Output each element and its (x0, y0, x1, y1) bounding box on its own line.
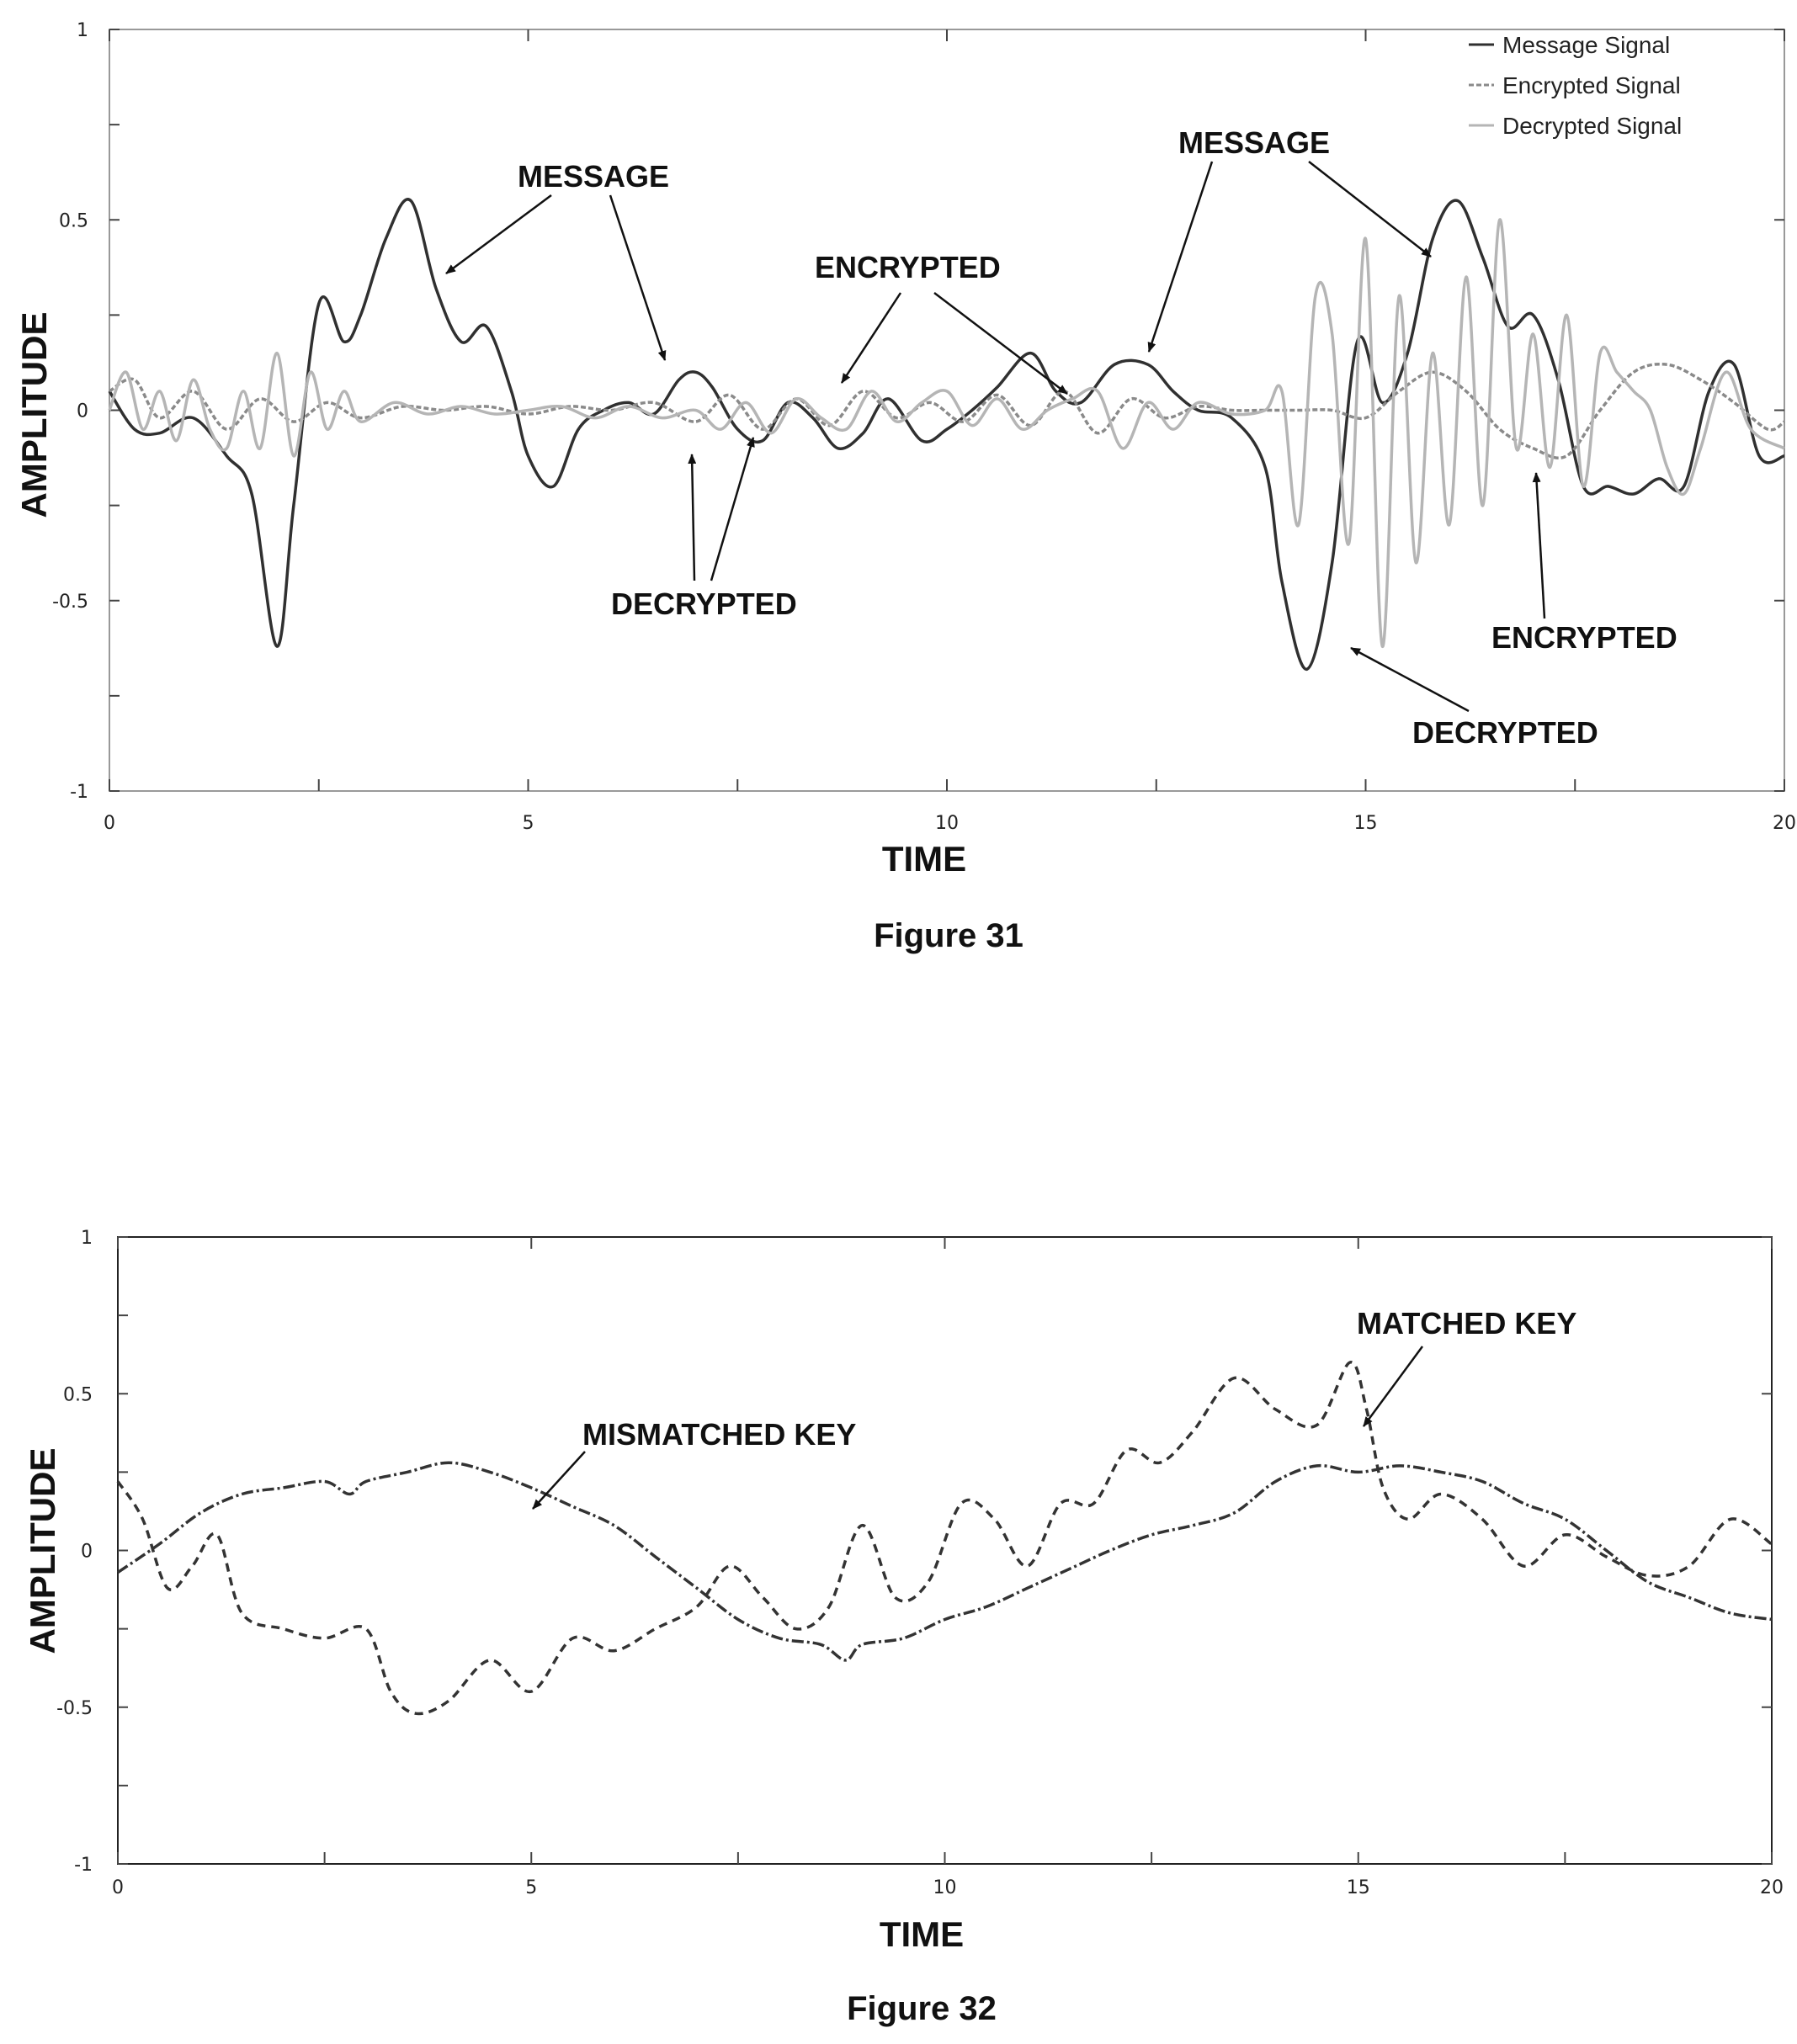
fig31-y-tick-label-2: 0 (77, 401, 88, 422)
fig31-y-tick-label-0: -1 (70, 782, 88, 803)
figure-32-annotations: MISMATCHED KEY MATCHED KEY (532, 1306, 1576, 1510)
fig32-series-line-1 (116, 1361, 1773, 1716)
annotation-message-right: MESSAGE (1178, 125, 1330, 160)
figure-32-y-axis-title: AMPLITUDE (23, 1448, 62, 1654)
figure-31-legend: Message Signal Encrypted Signal Decrypte… (1469, 32, 1682, 139)
fig31-y-tick-label-1: -0.5 (52, 592, 88, 613)
annotation-decrypted-right: DECRYPTED (1412, 715, 1598, 750)
legend-label-decrypted-signal: Decrypted Signal (1502, 113, 1682, 139)
annotation-mismatched-key: MISMATCHED KEY (582, 1417, 856, 1452)
arrow-encrypted-center-2 (933, 292, 1068, 395)
annotation-matched-key: MATCHED KEY (1357, 1306, 1576, 1341)
arrow-matched-key (1362, 1346, 1424, 1427)
arrow-decrypted-center-2 (710, 437, 755, 581)
arrow-decrypted-center-1 (688, 454, 697, 581)
fig31-x-tick-label-3: 15 (1354, 813, 1378, 834)
fig31-y-tick-label-3: 0.5 (59, 210, 88, 231)
arrow-encrypted-right (1532, 472, 1546, 619)
annotation-encrypted-right: ENCRYPTED (1491, 620, 1677, 655)
figure-31-x-axis-title: TIME (882, 839, 966, 879)
annotation-message-left: MESSAGE (518, 159, 669, 194)
fig31-y-tick-label-4: 1 (77, 20, 88, 41)
fig31-x-tick-label-1: 5 (523, 813, 534, 834)
fig31-series-line-2 (108, 218, 1785, 648)
fig32-x-tick-label-3: 15 (1347, 1877, 1370, 1898)
arrow-encrypted-center-1 (840, 292, 902, 384)
arrow-message-left-1 (445, 194, 552, 275)
figure-32-ticks: 0 5 10 15 20 -1 -0.5 0 0.5 1 (56, 1228, 1784, 1898)
figure-32-x-axis-title: TIME (880, 1914, 964, 1954)
fig32-x-tick-label-2: 10 (933, 1877, 957, 1898)
figure-32-caption: Figure 32 (847, 1990, 997, 2027)
fig32-y-tick-label-1: -0.5 (56, 1698, 93, 1719)
fig31-x-tick-label-2: 10 (935, 813, 959, 834)
annotation-decrypted-center: DECRYPTED (611, 587, 797, 621)
arrow-mismatched-key (532, 1451, 586, 1510)
figure-31-chart: 0 5 10 15 20 -1 -0.5 0 0.5 1 Message Signal Encry… (14, 20, 1796, 954)
fig32-x-tick-label-0: 0 (112, 1877, 124, 1898)
figure-31-caption: Figure 31 (874, 917, 1023, 954)
figure-32-series (116, 1361, 1773, 1716)
figure-31-series (108, 198, 1785, 671)
fig31-x-tick-label-0: 0 (104, 813, 115, 834)
arrow-message-right-2 (1308, 161, 1432, 257)
fig31-series-line-1 (109, 362, 1785, 460)
arrow-decrypted-right (1350, 646, 1470, 713)
fig32-y-tick-label-2: 0 (81, 1542, 93, 1563)
arrow-message-left-2 (609, 194, 667, 361)
arrow-message-right-1 (1147, 161, 1214, 353)
fig32-y-tick-label-3: 0.5 (63, 1384, 93, 1405)
legend-label-encrypted-signal: Encrypted Signal (1502, 72, 1681, 98)
annotation-encrypted-center: ENCRYPTED (815, 250, 1001, 284)
figure-32-chart: 0 5 10 15 20 -1 -0.5 0 0.5 1 MISMATCHED KEY MATCH… (23, 1228, 1784, 2027)
fig32-series-line-0 (117, 1461, 1773, 1662)
fig32-x-tick-label-4: 20 (1760, 1877, 1784, 1898)
figure-31-plot-frame (109, 29, 1785, 792)
figure-31-ticks: 0 5 10 15 20 -1 -0.5 0 0.5 1 (52, 20, 1796, 834)
legend-label-message-signal: Message Signal (1502, 32, 1670, 58)
fig31-x-tick-label-4: 20 (1773, 813, 1796, 834)
fig32-x-tick-label-1: 5 (525, 1877, 537, 1898)
fig32-y-tick-label-4: 1 (81, 1228, 93, 1249)
figure-31-annotations: MESSAGE MESSAGE ENCRYPTED ENCRYPTED DECR… (445, 125, 1677, 750)
fig32-y-tick-label-0: -1 (74, 1855, 93, 1876)
figure-31-y-axis-title: AMPLITUDE (14, 312, 54, 518)
